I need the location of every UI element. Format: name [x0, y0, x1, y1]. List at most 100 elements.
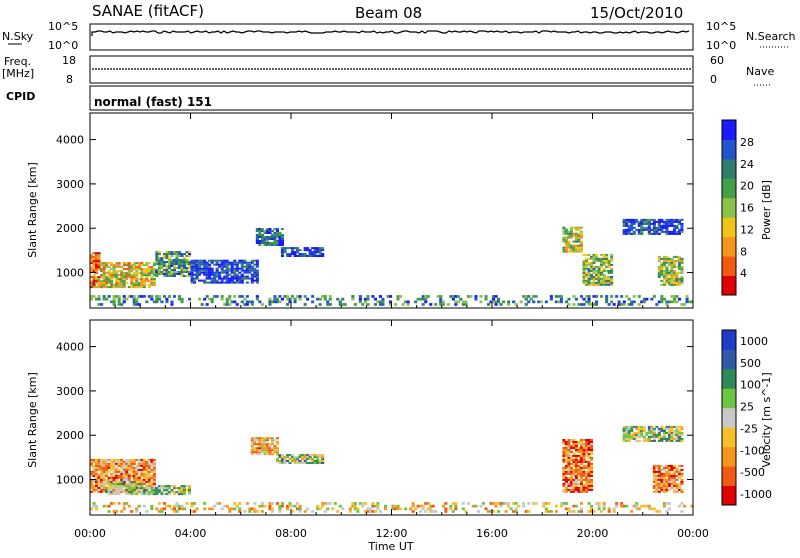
power-cell — [316, 255, 320, 257]
power-cell — [248, 261, 252, 264]
velocity-cell — [147, 485, 151, 488]
power-cell — [203, 261, 207, 264]
velocity-cell — [449, 507, 453, 511]
power-cell — [569, 234, 573, 237]
velocity-cell — [253, 451, 257, 454]
velocity-cell — [404, 507, 408, 511]
velocity-cell — [670, 425, 674, 428]
power-cell — [577, 226, 581, 229]
velocity-cell — [263, 441, 267, 444]
velocity-cell — [579, 460, 583, 463]
velocity-cell — [567, 447, 571, 449]
power-cell — [680, 275, 684, 278]
power-cell — [597, 273, 601, 276]
power-cell — [582, 253, 586, 256]
power-cell — [590, 275, 594, 278]
power-cell — [579, 244, 583, 247]
velocity-cell — [660, 425, 664, 428]
power-cell — [205, 261, 209, 264]
velocity-cell — [233, 502, 237, 505]
power-cell — [280, 240, 284, 242]
velocity-cell — [451, 510, 455, 513]
velocity-cell — [92, 488, 96, 491]
power-cell — [155, 297, 159, 301]
velocity-cell — [574, 462, 578, 465]
velocity-cell — [582, 443, 586, 445]
power-colorbar-frame — [721, 119, 737, 296]
velocity-cell — [341, 507, 345, 511]
power-cell — [677, 220, 681, 223]
power-cell — [494, 295, 498, 298]
cpid-text: normal (fast) 151 — [94, 95, 212, 109]
velocity-cell — [672, 490, 676, 493]
velocity-cell — [652, 433, 656, 436]
velocity-cell — [90, 472, 94, 475]
velocity-cell — [321, 458, 325, 461]
velocity-cell — [585, 472, 589, 475]
power-cell — [115, 295, 119, 298]
power-cell — [595, 281, 599, 284]
velocity-cell — [112, 464, 116, 467]
power-cell — [562, 236, 566, 239]
velocity-cell — [135, 472, 139, 475]
velocity-cell — [424, 510, 428, 513]
power-cell — [677, 263, 681, 266]
power-cell — [90, 286, 94, 289]
power-cell — [667, 283, 671, 286]
velocity-cell — [590, 447, 594, 449]
power-cell — [152, 278, 156, 281]
velocity-cell — [569, 474, 573, 477]
velocity-cell — [567, 478, 571, 481]
power-cell — [110, 262, 114, 265]
velocity-cell — [105, 482, 109, 485]
velocity-cell — [137, 468, 141, 471]
power-cell — [95, 258, 99, 261]
velocity-cell — [652, 476, 656, 479]
power-cell — [672, 232, 676, 235]
velocity-cell — [142, 493, 146, 496]
velocity-cell — [652, 427, 656, 430]
power-cell — [610, 275, 614, 278]
velocity-cell — [348, 507, 352, 511]
power-cell — [685, 297, 689, 301]
velocity-cell — [130, 468, 134, 471]
velocity-cell — [311, 462, 315, 464]
power-cell — [662, 275, 666, 278]
velocity-cell — [296, 507, 300, 511]
velocity-cell — [132, 490, 136, 493]
velocity-cell — [296, 456, 300, 459]
velocity-cell — [602, 507, 606, 511]
power-cell — [600, 269, 604, 272]
power-cell — [228, 263, 232, 266]
velocity-cell — [250, 443, 254, 446]
power-cell — [280, 247, 284, 250]
velocity-cell — [150, 493, 154, 496]
power-cell — [230, 261, 234, 264]
power-cell — [198, 261, 202, 264]
power-cell — [607, 263, 611, 266]
velocity-cell — [454, 504, 458, 508]
velocity-cell — [132, 481, 136, 484]
power-cell — [145, 276, 149, 279]
velocity-cell — [650, 433, 654, 436]
power-cell — [567, 242, 571, 245]
velocity-cell — [642, 427, 646, 430]
power-cell — [640, 300, 644, 304]
power-cell — [600, 283, 604, 286]
velocity-cell — [228, 510, 232, 513]
velocity-cell — [670, 427, 674, 430]
velocity-cell — [590, 480, 594, 483]
velocity-cell — [165, 487, 169, 490]
power-cell — [680, 303, 684, 306]
power-cell — [258, 240, 262, 242]
velocity-cell — [650, 507, 654, 511]
velocity-cell — [484, 507, 488, 511]
power-cell — [250, 265, 254, 268]
power-cell — [183, 257, 187, 259]
power-cell — [255, 230, 259, 232]
power-cell — [107, 278, 111, 281]
velocity-cell — [140, 470, 144, 473]
power-cell — [640, 230, 644, 233]
velocity-cell — [444, 510, 448, 513]
